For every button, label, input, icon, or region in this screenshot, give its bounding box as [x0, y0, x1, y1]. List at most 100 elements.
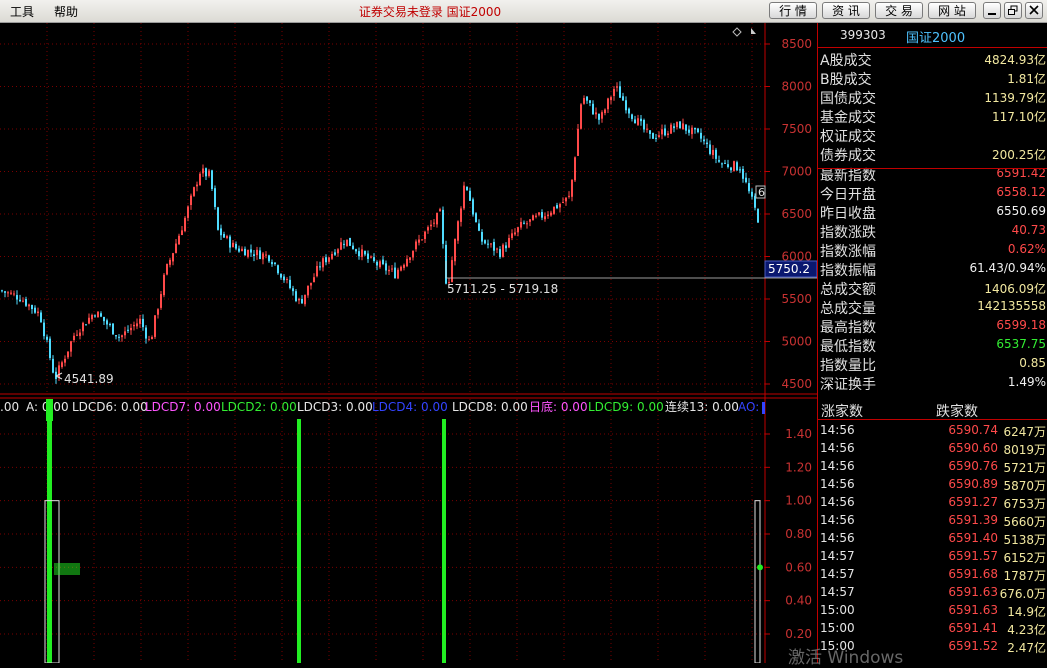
- legend-overflow-marker: [762, 402, 765, 414]
- candle-body: [388, 269, 390, 272]
- tick-price: 6591.27: [948, 495, 998, 509]
- candle-body: [205, 168, 207, 177]
- candle-body: [553, 206, 555, 214]
- kline-chart[interactable]: 6 4541.89 5711.25 - 5719.18 5750.2 8500 8000…: [0, 23, 817, 663]
- tick-price: 6591.57: [948, 549, 998, 563]
- candle-body: [220, 228, 222, 236]
- stat-value: 40.73: [1011, 223, 1046, 237]
- down-count-label[interactable]: 跌家数: [936, 404, 978, 420]
- tick-volume: 6247万: [1003, 425, 1046, 439]
- stat-row: 最高指数 6599.18: [818, 316, 1047, 336]
- candle-body: [724, 162, 726, 164]
- range-label: 5711.25 - 5719.18: [447, 282, 558, 296]
- candle-body: [349, 237, 351, 246]
- tick-volume: 2.47亿: [1007, 641, 1046, 655]
- price-tick-label: 7500: [781, 122, 812, 136]
- minimize-icon[interactable]: [983, 2, 1001, 19]
- tick-time: 14:57: [820, 567, 855, 581]
- candle-body: [433, 222, 435, 224]
- candle-body: [727, 164, 729, 168]
- candle-body: [721, 163, 723, 165]
- candle-body: [676, 121, 678, 128]
- stat-row: 最低指数 6537.75: [818, 335, 1047, 355]
- stat-label: 总成交量: [820, 301, 876, 317]
- nav-button-news[interactable]: 资 讯: [822, 2, 870, 19]
- candle-body: [595, 112, 597, 115]
- candle-body: [526, 223, 528, 225]
- candle-body: [250, 249, 252, 253]
- candle-body: [619, 86, 621, 98]
- candle-body: [679, 121, 681, 129]
- candle-body: [754, 195, 756, 208]
- menu-tools[interactable]: 工具: [10, 5, 35, 19]
- stat-label: 深证换手: [820, 377, 876, 393]
- price-tick-label: 8000: [781, 80, 812, 94]
- candle-body: [577, 128, 579, 156]
- indicator-legend-item: LDCD7: 0.00: [145, 400, 221, 414]
- candle-body: [472, 199, 474, 215]
- candle-body: [244, 248, 246, 256]
- candle-body: [340, 242, 342, 250]
- candle-body: [316, 265, 318, 277]
- candle-body: [184, 217, 186, 232]
- candle-body: [469, 190, 471, 201]
- stat-value: 6537.75: [996, 337, 1046, 351]
- signal-bar: [442, 419, 446, 663]
- candle-body: [178, 235, 180, 245]
- stat-row: 指数振幅 61.43/0.94%: [818, 259, 1047, 279]
- candle-body: [649, 130, 651, 134]
- candle-body: [487, 243, 489, 245]
- candle-body: [58, 365, 60, 378]
- restore-icon[interactable]: [1004, 2, 1022, 19]
- candle-body: [355, 249, 357, 252]
- stat-row: B股成交 1.81亿: [818, 68, 1047, 88]
- nav-button-trade[interactable]: 交 易: [875, 2, 923, 19]
- candle-body: [394, 267, 396, 279]
- candle-body: [196, 184, 198, 187]
- candle-body: [748, 183, 750, 192]
- up-count-label[interactable]: 涨家数: [821, 404, 863, 420]
- candle-body: [565, 197, 567, 202]
- candle-body: [736, 162, 738, 171]
- nav-button-quotes[interactable]: 行 情: [769, 2, 817, 19]
- candle-body: [514, 232, 516, 235]
- candle-body: [478, 223, 480, 231]
- candle-body: [586, 96, 588, 101]
- candle-body: [289, 279, 291, 289]
- triangle-icon[interactable]: [751, 28, 756, 34]
- candle-body: [136, 323, 138, 327]
- stat-row: 指数涨幅 0.62%: [818, 240, 1047, 260]
- candle-body: [409, 257, 411, 260]
- candle-body: [73, 335, 75, 341]
- nav-button-website[interactable]: 网 站: [928, 2, 976, 19]
- candle-body: [319, 266, 321, 268]
- candle-body: [580, 104, 582, 129]
- candle-body: [505, 245, 507, 249]
- candle-body: [364, 251, 366, 255]
- candle-body: [688, 129, 690, 133]
- candle-body: [280, 273, 282, 278]
- candle-body: [691, 127, 693, 135]
- candle-body: [694, 127, 696, 130]
- diamond-icon[interactable]: [732, 27, 742, 37]
- stat-row: 国债成交 1139.79亿: [818, 87, 1047, 107]
- candle-body: [112, 323, 114, 335]
- close-icon[interactable]: [1025, 2, 1043, 19]
- high-marker-box: [755, 185, 766, 199]
- candle-body: [13, 293, 15, 295]
- stat-label: 基金成交: [820, 110, 876, 126]
- menu-help[interactable]: 帮助: [54, 5, 79, 19]
- candle-body: [328, 257, 330, 262]
- candle-body: [511, 233, 513, 238]
- crosshair-price-box: [764, 260, 817, 278]
- candle-body: [358, 251, 360, 257]
- tick-volume: 1787万: [1003, 569, 1046, 583]
- candle-body: [343, 243, 345, 245]
- candle-body: [79, 332, 81, 336]
- candle-body: [520, 221, 522, 228]
- stat-row: 总成交量 142135558: [818, 297, 1047, 317]
- indicator-legend-item: LDCD8: 0.00: [452, 400, 528, 414]
- quote-panel: 399303 国证2000 A股成交 4824.93亿 B股成交 1.81亿 国债成交 1…: [817, 23, 1047, 663]
- candle-body: [52, 358, 54, 373]
- candle-body: [127, 329, 129, 331]
